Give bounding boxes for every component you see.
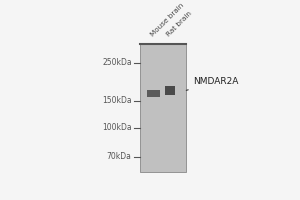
Text: 100kDa: 100kDa [102, 123, 132, 132]
Text: Mouse brain: Mouse brain [149, 2, 185, 38]
Text: Rat brain: Rat brain [166, 10, 193, 38]
Bar [140, 44, 186, 172]
Text: 250kDa: 250kDa [102, 58, 132, 67]
Text: NMDAR2A: NMDAR2A [186, 77, 239, 90]
Bar [147, 90, 160, 97]
Text: 70kDa: 70kDa [107, 152, 132, 161]
Text: 150kDa: 150kDa [102, 96, 132, 105]
Bar [165, 86, 175, 95]
